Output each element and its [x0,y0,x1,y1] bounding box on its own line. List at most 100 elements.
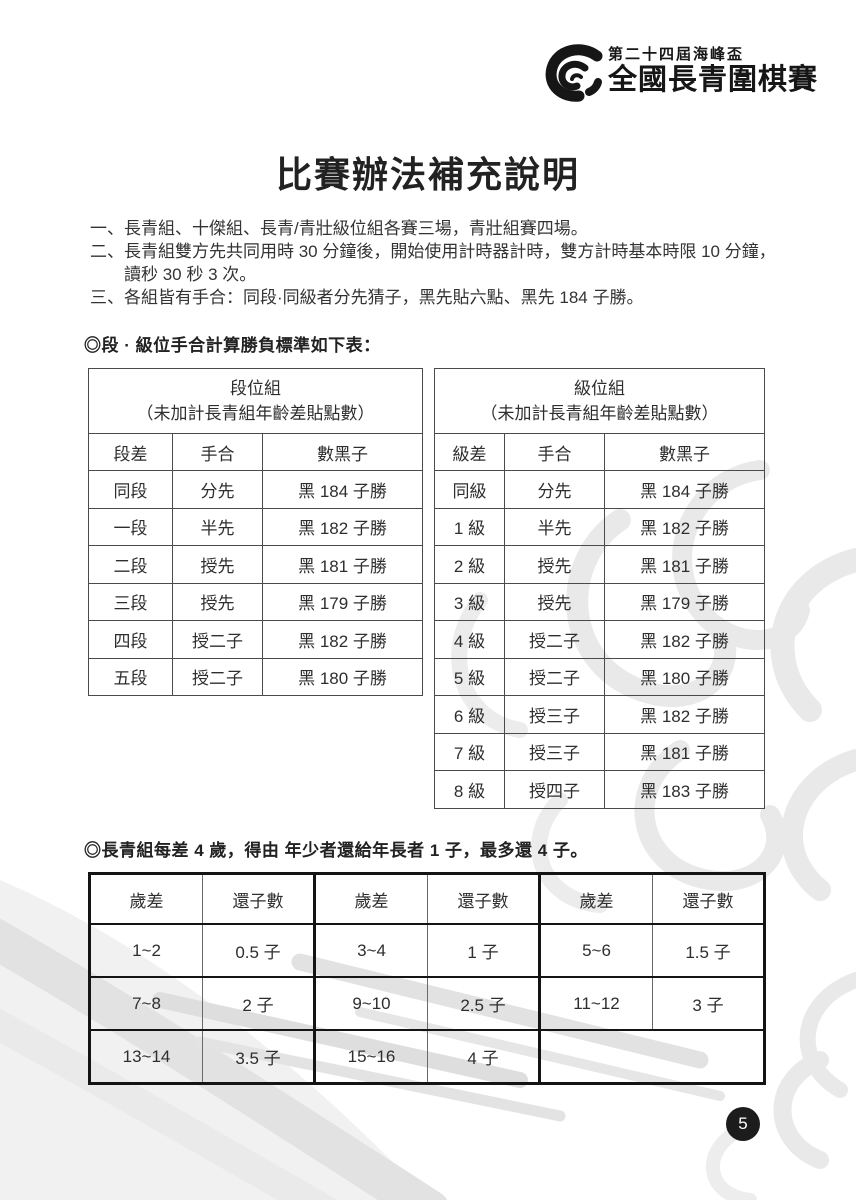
kyu-handicap-table: 級位組 （未加計長青組年齡差貼點數） 級差 手合 數黑子 同級 分先 黑 184… [434,368,765,809]
table-caption-row: 段位組 （未加計長青組年齡差貼點數） [88,368,423,434]
cell-kyu-diff: 7 級 [434,732,505,771]
cell-handicap: 半先 [504,507,605,546]
rule-marker: 三、 [90,288,124,307]
table-title: 段位組 [230,378,281,398]
table-header-row: 級差 手合 數黑子 [434,433,765,471]
rule-item-3: 三、 各組皆有手合：同段·同級者分先猜子，黑先貼六點、黑先 184 子勝。 [90,286,780,309]
cell-black-count: 黑 184 子勝 [262,470,423,509]
table-row: 1 級 半先 黑 182 子勝 [434,507,765,546]
cell-age-diff: 15~16 [314,1029,428,1085]
column-header: 歲差 [539,872,653,925]
cell-black-count: 黑 182 子勝 [604,507,765,546]
cell-black-count: 黑 180 子勝 [604,657,765,696]
table-row: 3 級 授先 黑 179 子勝 [434,582,765,621]
cell-kyu-diff: 1 級 [434,507,505,546]
cell-black-count: 黑 181 子勝 [604,545,765,584]
cell-stones: 3 子 [652,976,766,1031]
cell-handicap: 授三子 [504,695,605,734]
cell-black-count: 黑 182 子勝 [262,507,423,546]
table-row: 五段 授二子 黑 180 子勝 [88,657,423,696]
column-header: 手合 [504,433,605,471]
table-row: 二段 授先 黑 181 子勝 [88,545,423,584]
cell-dan-diff: 四段 [88,620,173,659]
table-row: 4 級 授二子 黑 182 子勝 [434,620,765,659]
cell-black-count: 黑 182 子勝 [262,620,423,659]
cell-black-count: 黑 181 子勝 [262,545,423,584]
cell-handicap: 分先 [172,470,263,509]
empty-cell [539,1029,766,1085]
logo-event-line: 全國長青圍棋賽 [608,64,819,96]
table-subtitle: （未加計長青組年齡差貼點數） [480,404,719,423]
rules-list: 一、 長青組、十傑組、長青/青壯級位組各賽三場，青壯組賽四場。 二、 長青組雙方… [90,217,780,309]
column-header: 數黑子 [262,433,423,471]
cell-stones: 2 子 [202,976,316,1031]
table-caption: 級位組 （未加計長青組年齡差貼點數） [434,368,765,434]
cell-black-count: 黑 180 子勝 [262,657,423,696]
cell-kyu-diff: 5 級 [434,657,505,696]
cell-black-count: 黑 182 子勝 [604,695,765,734]
cell-stones: 3.5 子 [202,1029,316,1085]
cell-black-count: 黑 183 子勝 [604,770,765,809]
column-header: 級差 [434,433,505,471]
table-row: 5 級 授二子 黑 180 子勝 [434,657,765,696]
logo-text: 第二十四屆海峰盃 全國長青圍棋賽 [608,44,818,97]
cell-handicap: 授先 [172,582,263,621]
rule-item-1: 一、 長青組、十傑組、長青/青壯級位組各賽三場，青壯組賽四場。 [90,217,780,240]
cell-kyu-diff: 6 級 [434,695,505,734]
column-header: 歲差 [89,872,203,925]
cell-dan-diff: 同段 [88,470,173,509]
cell-stones: 2.5 子 [427,976,541,1031]
cell-black-count: 黑 181 子勝 [604,732,765,771]
column-header: 還子數 [652,872,766,925]
column-header: 歲差 [314,872,428,925]
cell-handicap: 授二子 [504,620,605,659]
cell-handicap: 分先 [504,470,605,509]
column-header: 手合 [172,433,263,471]
cell-dan-diff: 五段 [88,657,173,696]
tournament-logo: 第二十四屆海峰盃 全國長青圍棋賽 [545,44,818,102]
cell-age-diff: 9~10 [314,976,428,1031]
table-caption-row: 級位組 （未加計長青組年齡差貼點數） [434,368,765,434]
cell-kyu-diff: 4 級 [434,620,505,659]
rule-text: 長青組、十傑組、長青/青壯級位組各賽三場，青壯組賽四場。 [124,219,588,238]
column-header: 數黑子 [604,433,765,471]
page-title: 比賽辦法補充說明 [275,154,580,195]
table-row: 同段 分先 黑 184 子勝 [88,470,423,509]
table-row: 7~8 2 子 9~10 2.5 子 11~12 3 子 [89,976,766,1031]
cell-handicap: 授先 [172,545,263,584]
cell-stones: 4 子 [427,1029,541,1085]
page-number-badge: 5 [726,1107,760,1141]
cell-stones: 1.5 子 [652,923,766,978]
cell-black-count: 黑 179 子勝 [604,582,765,621]
table-row: 1~2 0.5 子 3~4 1 子 5~6 1.5 子 [89,923,766,978]
logo-edition-line: 第二十四屆海峰盃 [608,46,745,63]
cell-handicap: 授先 [504,582,605,621]
table-header-row: 歲差 還子數 歲差 還子數 歲差 還子數 [89,872,766,925]
rule-item-2: 二、 長青組雙方先共同用時 30 分鐘後，開始使用計時器計時，雙方計時基本時限 … [90,240,780,286]
rule-text: 長青組雙方先共同用時 30 分鐘後，開始使用計時器計時，雙方計時基本時限 10 … [124,242,776,284]
rule-marker: 二、 [90,242,124,261]
table-title: 級位組 [574,378,625,398]
table-subtitle: （未加計長青組年齡差貼點數） [136,404,375,423]
column-header: 段差 [88,433,173,471]
table-row: 同級 分先 黑 184 子勝 [434,470,765,509]
cell-age-diff: 13~14 [89,1029,203,1085]
table-row: 13~14 3.5 子 15~16 4 子 [89,1029,766,1085]
cell-handicap: 授四子 [504,770,605,809]
wave-swirl-icon [545,44,605,102]
cell-handicap: 授二子 [172,657,263,696]
table-row: 8 級 授四子 黑 183 子勝 [434,770,765,809]
age-section-header: ◎長青組每差 4 歲，得由 年少者還給年長者 1 子，最多還 4 子。 [84,841,588,860]
cell-handicap: 授先 [504,545,605,584]
cell-handicap: 半先 [172,507,263,546]
dan-handicap-table: 段位組 （未加計長青組年齡差貼點數） 段差 手合 數黑子 同段 分先 黑 184… [88,368,423,696]
cell-stones: 1 子 [427,923,541,978]
table-row: 三段 授先 黑 179 子勝 [88,582,423,621]
rule-marker: 一、 [90,219,124,238]
table-header-row: 段差 手合 數黑子 [88,433,423,471]
cell-black-count: 黑 184 子勝 [604,470,765,509]
cell-black-count: 黑 179 子勝 [262,582,423,621]
cell-handicap: 授二子 [172,620,263,659]
